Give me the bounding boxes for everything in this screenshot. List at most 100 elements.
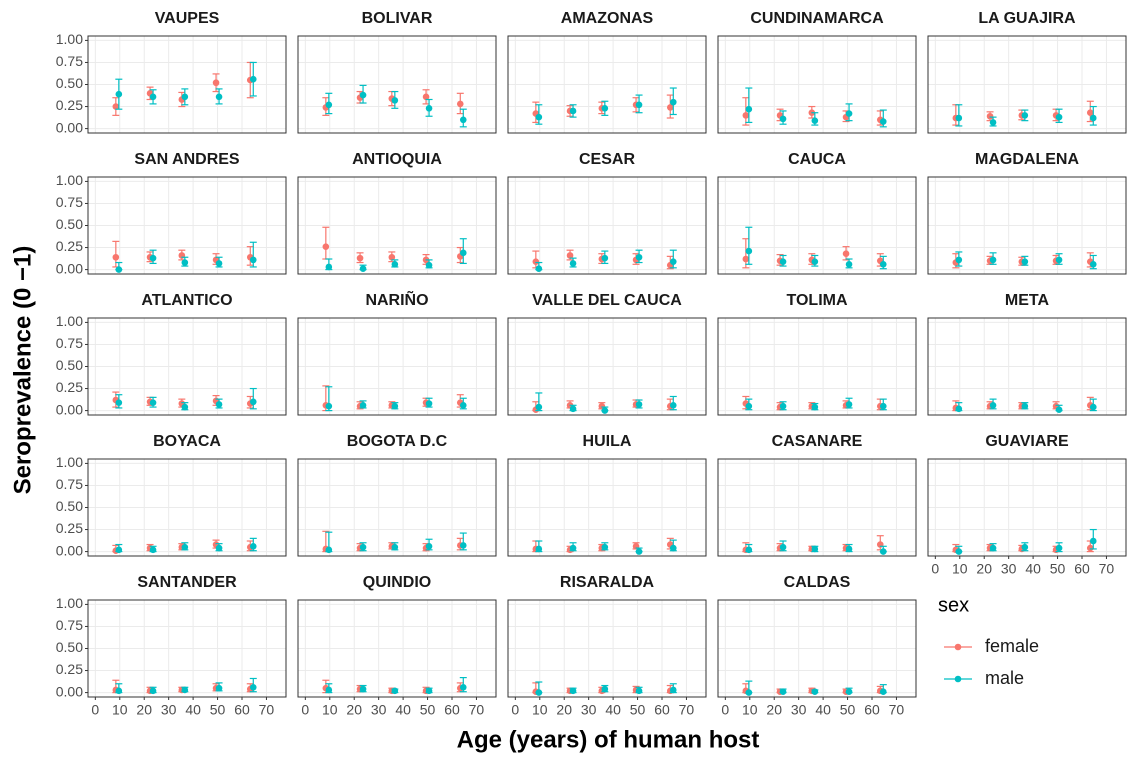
point [1086,109,1094,117]
panel-border [297,317,497,416]
y-tick-label: 0.00 [56,260,83,276]
y-tick-label: 0.25 [56,238,83,254]
panel-title: META [1005,292,1050,309]
point [535,403,543,411]
point [215,684,223,692]
point [459,249,467,257]
x-tick-label: 10 [742,702,758,718]
x-tick-label: 30 [581,702,597,718]
y-axis-title: Seroprevalence (0 −1) [9,246,36,495]
point [115,90,123,98]
panel-border [297,599,497,698]
panel-border [87,176,287,275]
point [601,685,609,693]
point [425,105,433,112]
point [601,407,609,414]
point [745,247,753,255]
point [1086,544,1094,552]
point [391,687,399,695]
x-tick-label: 40 [185,702,201,718]
point [181,686,189,694]
point [1021,258,1029,265]
point [845,261,853,268]
point [425,543,433,550]
point [955,256,963,264]
point [249,398,257,406]
x-tick-label: 70 [469,702,485,718]
point [569,260,577,267]
point [181,93,189,101]
point [425,261,433,269]
point [181,403,189,411]
point [181,543,189,551]
point [955,405,963,413]
point [115,546,123,554]
point [215,401,223,408]
point [215,260,223,267]
point [459,684,467,691]
point [842,250,850,258]
y-tick-label: 0.75 [56,194,83,210]
point [635,401,643,408]
point [635,101,643,109]
point [325,101,333,109]
panel-border [507,599,707,698]
y-tick-label: 0.00 [56,683,83,699]
x-tick-label: 30 [1001,561,1017,577]
x-tick-label: 30 [791,702,807,718]
x-tick-label: 70 [259,702,275,718]
x-tick-label: 60 [654,702,670,718]
x-tick-label: 50 [840,702,856,718]
y-tick-label: 0.50 [56,216,83,232]
panel-border [717,458,917,557]
point [181,259,189,266]
x-tick-label: 60 [1074,561,1090,577]
point [669,98,677,106]
x-tick-label: 40 [815,702,831,718]
panel-border [717,317,917,416]
x-tick-label: 70 [1099,561,1115,577]
point [356,254,364,262]
point [249,684,257,691]
panel-border [717,599,917,698]
point [811,258,819,265]
x-tick-label: 20 [766,702,782,718]
x-tick-label: 0 [721,702,729,718]
point [149,254,157,262]
legend-label: female [985,636,1039,656]
point [666,104,674,111]
x-tick-label: 0 [301,702,309,718]
point [359,91,367,99]
point [1055,256,1063,264]
point [1089,537,1097,545]
panel-title: TOLIMA [786,292,847,309]
point [532,258,540,265]
x-axis-title: Age (years) of human host [457,726,760,753]
point [249,543,257,550]
error-bar [742,238,750,269]
panel-border [297,35,497,134]
point [325,546,333,554]
point [425,400,433,407]
point [212,79,220,87]
legend-title: sex [938,594,969,616]
point [359,543,367,551]
y-tick-label: 0.50 [56,498,83,514]
panel-title: MAGDALENA [975,151,1079,168]
y-tick-label: 1.00 [56,31,83,47]
panel-border [717,176,917,275]
point [391,402,399,410]
y-tick-label: 0.00 [56,542,83,558]
point [601,254,609,262]
point [989,256,997,264]
point [635,548,643,555]
x-tick-label: 30 [161,702,177,718]
panel-title: GUAVIARE [985,433,1069,450]
panel-border [87,458,287,557]
y-tick-label: 0.25 [56,661,83,677]
point [879,688,887,696]
panel-title: BOYACA [153,433,221,450]
point [535,545,543,553]
x-tick-label: 20 [976,561,992,577]
y-tick-label: 0.50 [56,639,83,655]
